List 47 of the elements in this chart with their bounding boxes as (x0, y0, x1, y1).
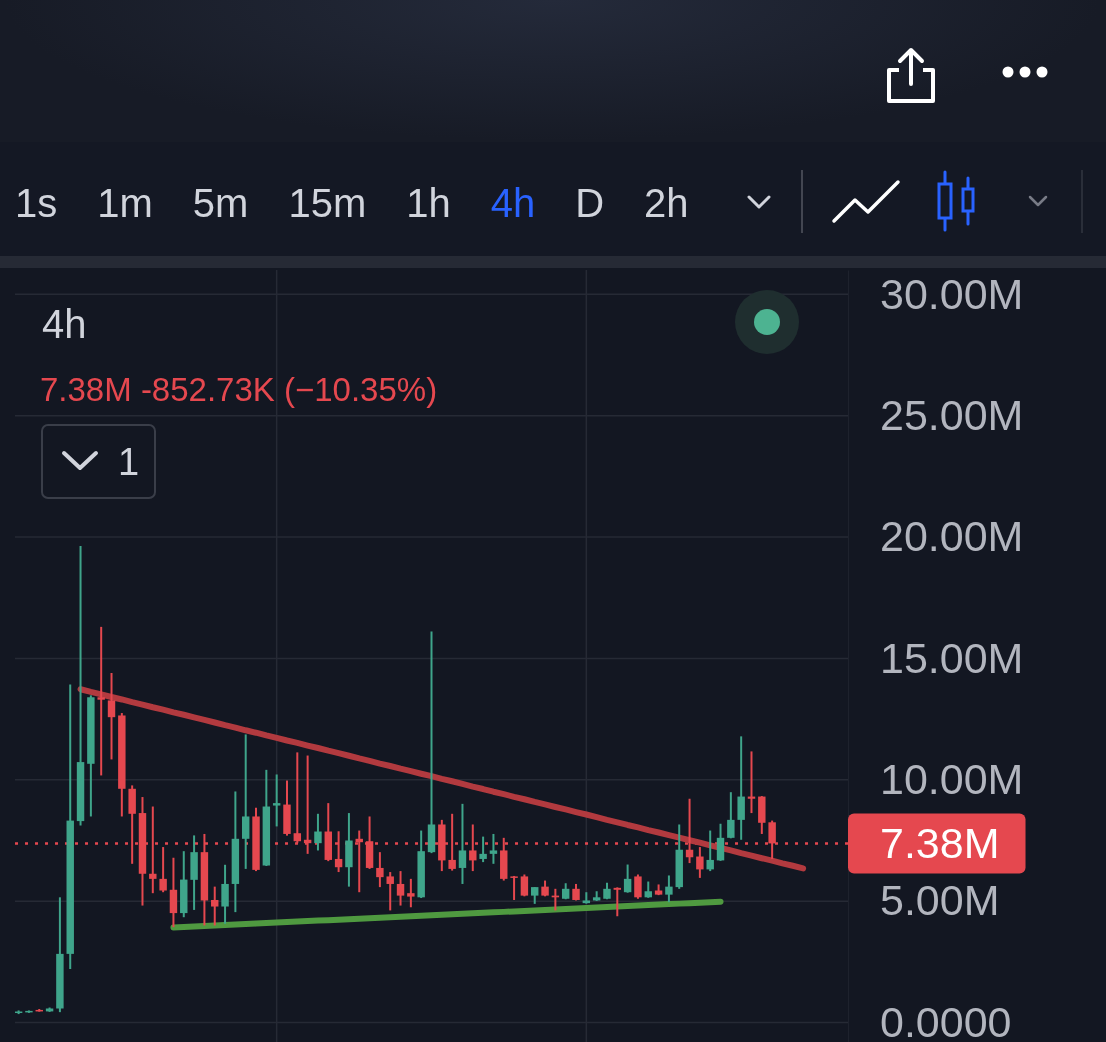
candlestick (716, 822, 725, 862)
y-tick-label: 15.00M (880, 633, 1024, 682)
candlestick (727, 791, 735, 840)
text: 2h (644, 181, 689, 225)
candlestick (272, 773, 281, 828)
text: 1s (15, 181, 58, 225)
candlestick (613, 886, 622, 918)
candlestick (97, 625, 105, 777)
candlestick (386, 871, 394, 912)
text: 4h (42, 302, 87, 346)
candlestick (241, 733, 250, 870)
y-tick-label: 5.00M (880, 876, 1000, 925)
candlestick (737, 735, 745, 841)
candlestick (696, 846, 704, 879)
candlestick (314, 812, 322, 852)
candlestick (396, 870, 405, 907)
y-tick-label: 30.00M (880, 269, 1024, 318)
candlestick (159, 846, 167, 894)
text: D (575, 181, 605, 225)
y-tick-label: 25.00M (880, 390, 1024, 439)
candlestick (376, 851, 384, 889)
candlestick (706, 829, 714, 873)
candlestick (211, 885, 219, 927)
text: 5m (192, 181, 249, 225)
y-tick-label: 10.00M (880, 755, 1024, 804)
candlestick (479, 835, 487, 864)
y-tick-label: 0.0000 (880, 997, 1012, 1042)
text: 4h (490, 181, 536, 225)
candlestick (427, 630, 436, 855)
text: 1h (406, 181, 451, 225)
candlestick (489, 832, 498, 865)
candlestick (107, 671, 116, 761)
text: 7.38M -852.73K (−10.35%) (40, 371, 438, 408)
candlestick (634, 873, 642, 900)
y-tick-label: 20.00M (880, 512, 1024, 561)
candlestick (448, 812, 456, 872)
candlestick (623, 863, 632, 894)
candlestick (221, 863, 229, 925)
annotation: 1 (118, 441, 140, 483)
candlestick (665, 874, 673, 904)
candlestick (169, 856, 178, 929)
candlestick (458, 802, 467, 885)
candlestick (407, 877, 415, 909)
text: 1m (97, 181, 153, 225)
ref-line-label: 7.38M (880, 819, 1000, 868)
candlestick (510, 874, 518, 901)
text: 15m (288, 181, 367, 225)
